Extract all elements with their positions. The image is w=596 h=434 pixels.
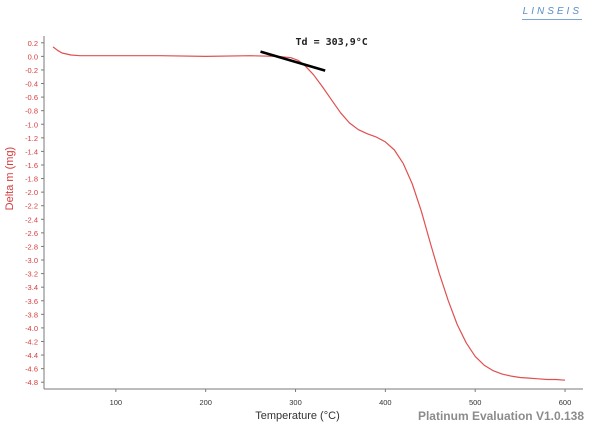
x-tick-label: 200 xyxy=(199,398,212,407)
x-axis-label: Temperature (°C) xyxy=(255,410,339,422)
y-tick-label: -1.8 xyxy=(25,175,38,184)
x-tick-label: 100 xyxy=(110,398,123,407)
x-tick-label: 400 xyxy=(379,398,392,407)
y-tick-label: -2.6 xyxy=(25,229,38,238)
tangent-line xyxy=(260,50,326,72)
y-tick-label: 0.2 xyxy=(28,39,38,48)
y-tick-label: -0.8 xyxy=(25,107,38,116)
y-tick-label: -4.0 xyxy=(25,324,38,333)
y-tick-label: -0.6 xyxy=(25,93,38,102)
y-tick-label: -2.4 xyxy=(25,215,38,224)
y-tick-label: -1.2 xyxy=(25,134,38,143)
y-tick-label: -2.2 xyxy=(25,202,38,211)
y-tick-label: -0.4 xyxy=(25,80,38,89)
y-tick-label: -4.4 xyxy=(25,351,38,360)
x-tick-label: 500 xyxy=(469,398,482,407)
y-tick-label: -1.0 xyxy=(25,120,38,129)
y-tick-label: -4.2 xyxy=(25,337,38,346)
y-tick-label: -2.8 xyxy=(25,242,38,251)
y-tick-label: -3.8 xyxy=(25,310,38,319)
annotation-td-label: Td = 303,9°C xyxy=(296,37,368,48)
y-tick-label: -1.4 xyxy=(25,147,38,156)
brand-underline xyxy=(522,19,582,20)
y-tick-label: -3.4 xyxy=(25,283,38,292)
y-tick-label: -0.2 xyxy=(25,66,38,75)
x-tick-label: 600 xyxy=(559,398,572,407)
y-tick-label: -2.0 xyxy=(25,188,38,197)
x-tick-label: 300 xyxy=(289,398,302,407)
y-tick-label: -3.2 xyxy=(25,270,38,279)
y-tick-label: -3.0 xyxy=(25,256,38,265)
y-tick-label: -1.6 xyxy=(25,161,38,170)
series-line-mass-loss xyxy=(52,46,566,381)
y-tick-label: 0.0 xyxy=(28,52,38,61)
y-tick-label: -4.6 xyxy=(25,365,38,374)
version-footer: Platinum Evaluation V1.0.138 xyxy=(417,409,584,423)
y-tick-label: -4.8 xyxy=(25,378,38,387)
y-tick-label: -3.6 xyxy=(25,297,38,306)
brand-logo: LINSEIS xyxy=(522,6,582,17)
y-axis-label: Delta m (mg) xyxy=(4,147,16,211)
